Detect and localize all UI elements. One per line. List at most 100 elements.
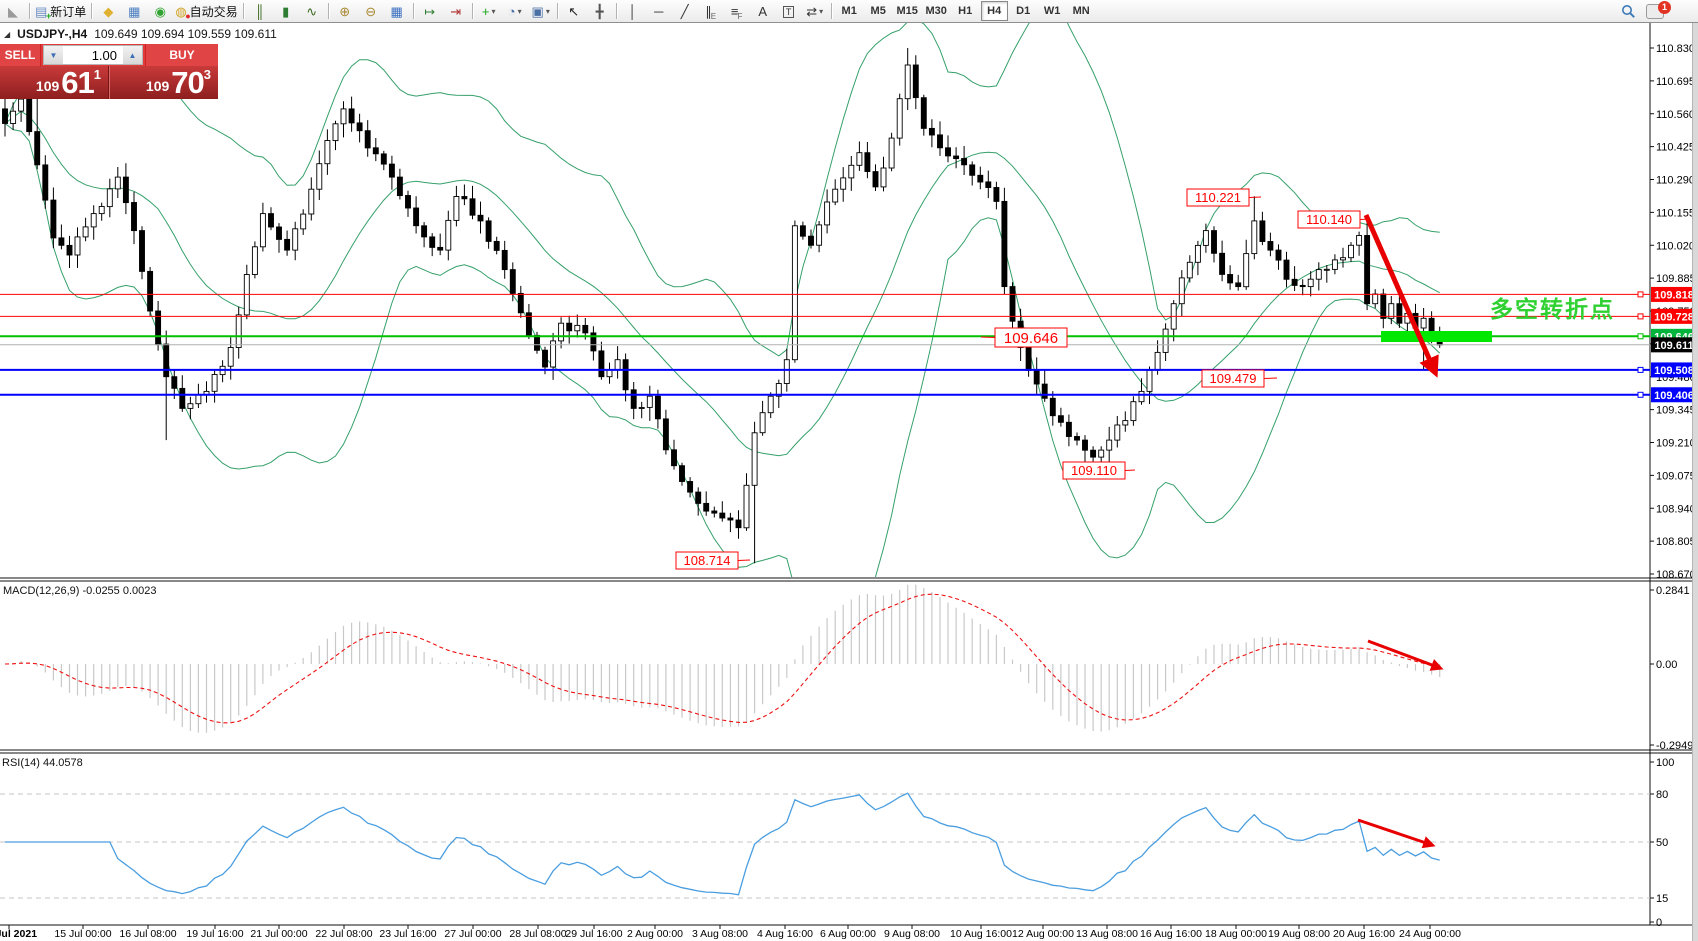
chart-symbol: USDJPY-,H4 (17, 27, 88, 41)
svg-text:110.140: 110.140 (1306, 212, 1352, 227)
price-callout-109.646[interactable]: 109.646 (980, 327, 1068, 348)
vertical-line-icon[interactable]: │ (628, 3, 637, 19)
timeframe-m1-button[interactable]: M1 (841, 5, 857, 17)
svg-text:110.221: 110.221 (1195, 190, 1241, 205)
bid-big-digits: 61 (61, 65, 94, 100)
annotation-green-text[interactable]: 多空转折点 (1490, 296, 1615, 322)
hline-109.508[interactable] (0, 366, 1650, 373)
timeframe-w1-button[interactable]: W1 (1043, 5, 1061, 17)
tile-windows-icon[interactable]: ▦ (390, 3, 403, 19)
price-tick-label: 110.425 (1656, 142, 1695, 154)
ask-price[interactable]: 109 70 3 (109, 66, 218, 99)
autotrading-button[interactable]: ◍ ● 自动交易 (175, 3, 238, 21)
macd-pane[interactable] (4, 584, 1441, 733)
horizontal-line-icon[interactable]: ─ (654, 3, 664, 19)
trend-arrow-macd[interactable] (1367, 639, 1444, 671)
time-tick-label: 27 Jul 00:00 (444, 928, 501, 940)
text-icon[interactable]: A (758, 3, 767, 19)
timeframe-m30-button[interactable]: M30 (925, 5, 947, 17)
indicator-scale-label: 0 (1656, 917, 1662, 929)
crosshair-icon[interactable]: ╋ (595, 3, 604, 19)
auto-scroll-icon[interactable]: ↦ (424, 3, 436, 19)
indicator-scale-label: 80 (1656, 789, 1668, 801)
volume-field[interactable]: 1.00 (91, 47, 117, 63)
ask-prefix: 109 (145, 78, 170, 94)
time-tick-label: 23 Jul 16:00 (379, 928, 436, 940)
price-tick-label: 110.560 (1656, 109, 1695, 121)
svg-text:109.508: 109.508 (1654, 365, 1694, 377)
price-callout-109.479[interactable]: 109.479 (1201, 369, 1278, 388)
time-tick-label: 21 Jul 00:00 (250, 928, 307, 940)
highlight-bar[interactable] (1381, 331, 1492, 342)
trend-arrow-rsi[interactable] (1357, 818, 1436, 849)
price-tick-label: 110.830 (1656, 43, 1695, 55)
main-price-pane[interactable] (2, 2, 1443, 639)
templates-icon[interactable]: ▣ ▾ (531, 3, 550, 19)
indicators-icon[interactable]: + ▾ (481, 3, 496, 19)
trendline-icon[interactable]: ╱ (680, 3, 689, 19)
price-tick-label: 109.345 (1656, 405, 1696, 417)
market-watch-icon[interactable]: ▦ (128, 3, 141, 19)
trend-arrow-main[interactable] (1363, 213, 1439, 378)
bid-price[interactable]: 109 61 1 (0, 66, 109, 99)
price-callout-108.714[interactable]: 108.714 (675, 551, 751, 570)
hline-109.406[interactable] (0, 391, 1650, 398)
price-tick-label: 109.075 (1656, 470, 1696, 482)
buy-button[interactable]: BUY (145, 44, 218, 66)
time-tick-label: 19 Aug 08:00 (1268, 928, 1330, 940)
zoom-out-icon[interactable]: ⊖ (365, 3, 377, 19)
hline-109.646[interactable] (0, 333, 1650, 340)
time-tick-label: 22 Jul 08:00 (315, 928, 372, 940)
scrollbar[interactable] (1692, 22, 1698, 941)
price-callout-109.110[interactable]: 109.110 (1062, 461, 1136, 480)
bollinger-lower (4, 123, 1441, 577)
rsi-pane[interactable] (0, 792, 1650, 899)
volume-down-button[interactable]: ▼ (44, 46, 63, 64)
chart-ohlc: 109.649 109.694 109.559 109.611 (94, 27, 277, 41)
price-tag-109.728: 109.728 (1651, 308, 1697, 324)
search-icon[interactable] (1621, 4, 1636, 19)
profiles-icon[interactable]: ◆ (103, 3, 114, 19)
timeframe-mn-button[interactable]: MN (1072, 5, 1090, 17)
timeframe-h1-button[interactable]: H1 (958, 5, 973, 17)
line-chart-icon[interactable]: ∿ (306, 3, 318, 19)
bar-chart-icon[interactable]: ║ (255, 3, 265, 19)
signals-icon[interactable]: ◉ (154, 3, 166, 19)
indicator-scale-label: 15 (1656, 893, 1668, 905)
hline-109.818[interactable] (0, 291, 1650, 298)
price-tag-109.406: 109.406 (1651, 387, 1697, 403)
time-tick-label: 13 Jul 2021 (0, 928, 37, 940)
price-tick-label: 110.695 (1656, 76, 1695, 88)
sell-button[interactable]: SELL (0, 44, 41, 66)
notifications-icon[interactable]: 1 (1646, 0, 1671, 19)
indicator-scale-label: 0.00 (1656, 659, 1677, 671)
price-tick-label: 109.210 (1656, 438, 1696, 450)
svg-text:109.611: 109.611 (1654, 340, 1693, 352)
candlestick-icon[interactable]: ▮ (282, 3, 290, 19)
svg-text:109.728: 109.728 (1654, 311, 1694, 323)
label-icon[interactable]: T (776, 1, 802, 21)
timeframe-m5-button[interactable]: M5 (870, 5, 886, 17)
bid-pip-digit: 1 (93, 67, 101, 82)
price-callout-110.221[interactable]: 110.221 (1186, 188, 1262, 207)
price-tick-label: 108.940 (1656, 503, 1696, 515)
timeframe-d1-button[interactable]: D1 (1016, 5, 1031, 17)
timeframe-m15-button[interactable]: M15 (896, 5, 918, 17)
new-order-button[interactable]: ▤ + 新订单 (35, 3, 87, 21)
cursor-icon[interactable]: ↖ (568, 3, 580, 19)
price-callout-110.140[interactable]: 110.140 (1297, 210, 1370, 229)
chart-shift-icon[interactable]: ⇥ (450, 3, 462, 19)
periods-icon[interactable]: ◔ ▾ (507, 3, 522, 19)
indicator-scale-label: 50 (1656, 837, 1668, 849)
fibonacci-icon[interactable]: ≡ F (730, 3, 743, 22)
zoom-in-icon[interactable]: ⊕ (339, 3, 351, 19)
volume-up-button[interactable]: ▲ (123, 46, 142, 64)
channel-icon[interactable]: ∥ E (705, 3, 717, 22)
hline-109.728[interactable] (0, 313, 1650, 320)
arrows-icon[interactable]: ⇄ ▾ (806, 3, 824, 19)
macd-signal-line (4, 593, 1440, 724)
timeframe-h4-button[interactable]: H4 (980, 1, 1008, 21)
indicator-scale-label: 100 (1656, 757, 1674, 769)
